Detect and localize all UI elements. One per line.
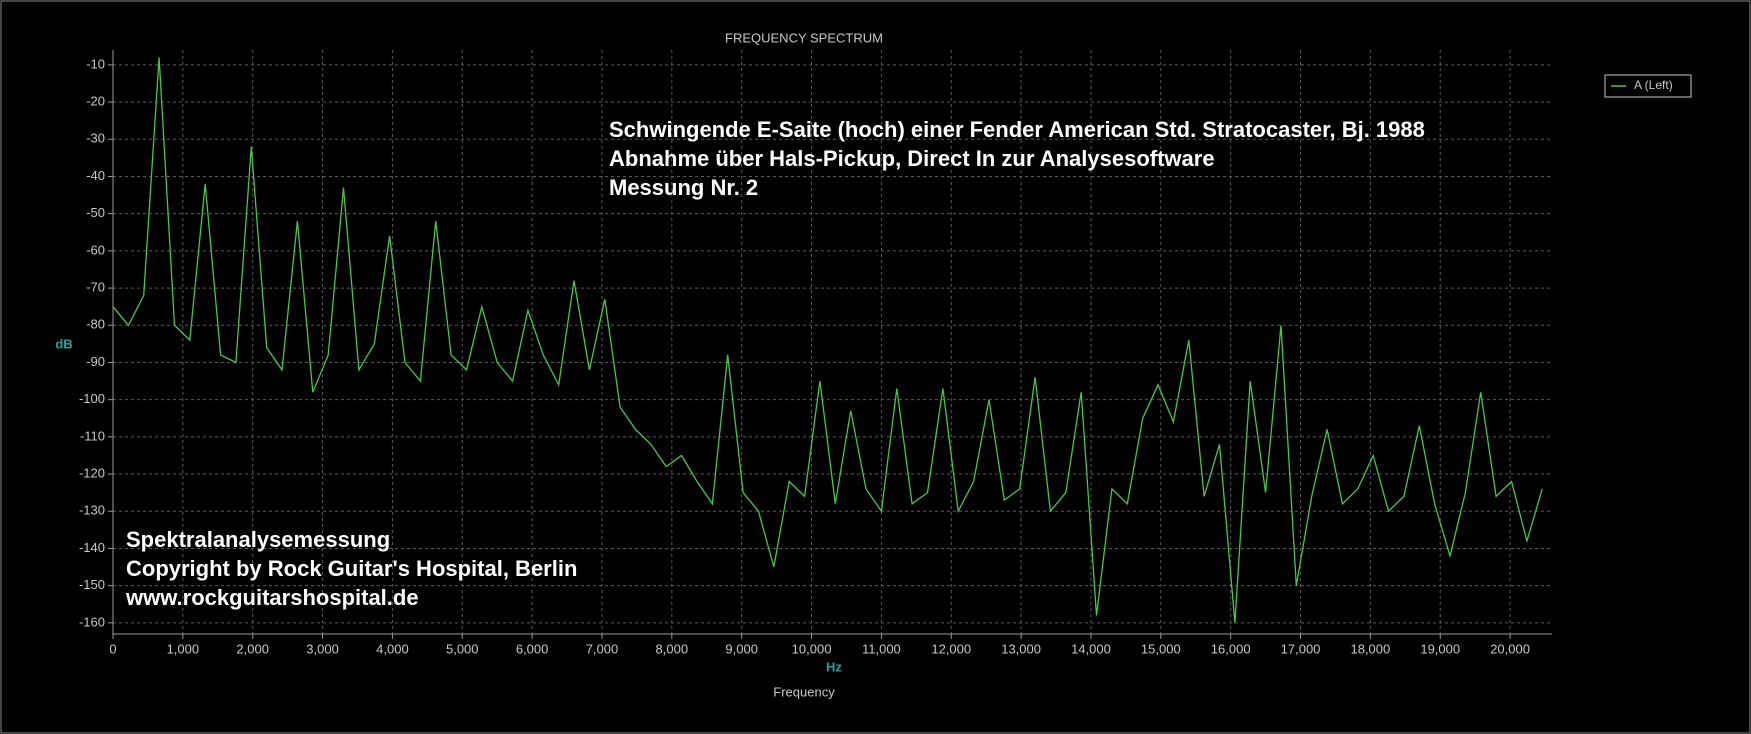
y-tick-label: -150 — [79, 577, 105, 592]
y-tick-label: -130 — [79, 503, 105, 518]
x-tick-label: 0 — [109, 641, 116, 656]
y-tick-label: -140 — [79, 540, 105, 555]
y-tick-label: -120 — [79, 465, 105, 480]
annotation: Messung Nr. 2 — [609, 175, 758, 200]
y-tick-label: -40 — [86, 168, 105, 183]
y-tick-label: -20 — [86, 94, 105, 109]
x-tick-label: 4,000 — [376, 641, 409, 656]
x-tick-label: 1,000 — [167, 641, 200, 656]
x-tick-label: 9,000 — [725, 641, 758, 656]
x-tick-label: 12,000 — [931, 641, 971, 656]
y-tick-label: -80 — [86, 317, 105, 332]
series-line — [112, 57, 1543, 623]
x-tick-label: 10,000 — [792, 641, 832, 656]
y-tick-label: -160 — [79, 614, 105, 629]
x-tick-label: 2,000 — [236, 641, 269, 656]
x-tick-label: 13,000 — [1001, 641, 1041, 656]
x-tick-label: 5,000 — [446, 641, 479, 656]
x-tick-label: 17,000 — [1281, 641, 1321, 656]
annotation: Copyright by Rock Guitar's Hospital, Ber… — [126, 556, 577, 581]
x-axis-unit: Hz — [826, 659, 842, 674]
x-tick-label: 7,000 — [586, 641, 619, 656]
y-tick-label: -100 — [79, 391, 105, 406]
x-tick-label: 11,000 — [862, 641, 901, 656]
x-tick-label: 19,000 — [1420, 641, 1460, 656]
y-tick-label: -70 — [86, 280, 105, 295]
annotation: Abnahme über Hals-Pickup, Direct In zur … — [609, 146, 1215, 171]
annotation: www.rockguitarshospital.de — [125, 585, 419, 610]
x-tick-label: 3,000 — [306, 641, 339, 656]
x-axis-label: Frequency — [773, 684, 835, 699]
y-tick-label: -10 — [86, 56, 105, 71]
x-tick-label: 8,000 — [656, 641, 689, 656]
y-tick-label: -90 — [86, 354, 105, 369]
annotation: Schwingende E-Saite (hoch) einer Fender … — [609, 117, 1425, 142]
y-axis-label: dB — [55, 336, 72, 351]
y-tick-label: -110 — [80, 428, 105, 443]
x-tick-label: 20,000 — [1490, 641, 1530, 656]
x-tick-label: 18,000 — [1350, 641, 1390, 656]
chart-title: FREQUENCY SPECTRUM — [725, 30, 883, 45]
y-tick-label: -30 — [86, 131, 105, 146]
y-tick-label: -60 — [86, 242, 105, 257]
legend-label: A (Left) — [1634, 78, 1673, 92]
legend-box — [1604, 74, 1692, 98]
x-tick-label: 15,000 — [1141, 641, 1181, 656]
x-tick-label: 16,000 — [1211, 641, 1251, 656]
x-tick-label: 6,000 — [516, 641, 549, 656]
y-tick-label: -50 — [86, 205, 105, 220]
x-tick-label: 14,000 — [1071, 641, 1111, 656]
annotation: Spektralanalysemessung — [126, 527, 390, 552]
